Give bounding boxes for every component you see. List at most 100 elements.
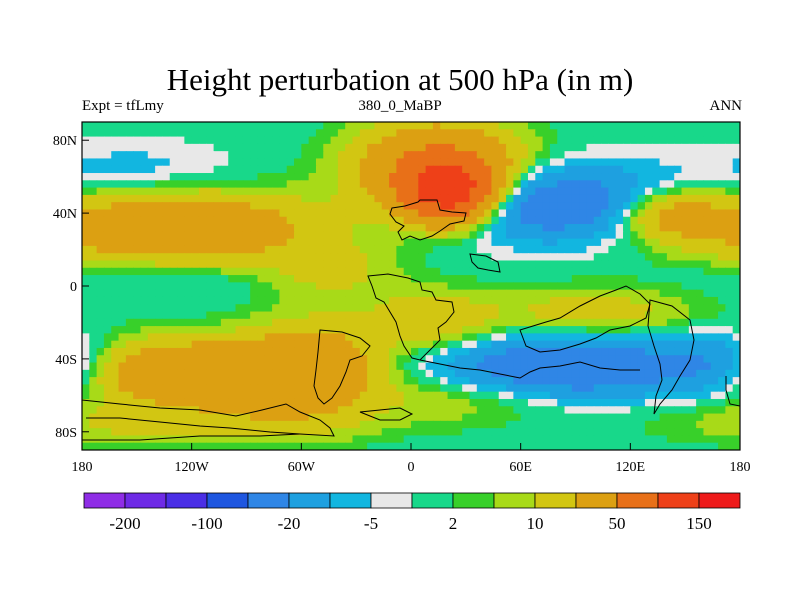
field-cell — [155, 347, 164, 356]
field-cell — [652, 194, 661, 203]
field-cell — [710, 129, 719, 138]
field-cell — [206, 267, 215, 276]
field-cell — [272, 275, 280, 283]
field-cell — [206, 231, 215, 240]
field-cell — [381, 296, 390, 305]
colorbar-swatch — [575, 492, 618, 509]
field-cell — [147, 406, 156, 415]
field-cell — [608, 165, 617, 174]
field-cell — [411, 311, 419, 320]
field-cell — [601, 238, 609, 247]
field-cell — [103, 355, 112, 364]
field-cell — [294, 311, 302, 320]
field-cell — [579, 194, 588, 203]
field-cell — [162, 267, 171, 276]
field-cell — [315, 362, 324, 371]
field-cell — [703, 194, 712, 203]
field-cell — [359, 194, 368, 203]
field-cell — [308, 143, 317, 152]
field-cell — [718, 296, 726, 305]
field-cell — [389, 355, 397, 364]
field-cell — [374, 333, 383, 342]
field-cell — [403, 165, 412, 174]
field-cell — [242, 369, 251, 378]
latitude-tick-label: 40S — [55, 353, 77, 368]
field-cell — [396, 413, 405, 422]
field-cell — [381, 377, 390, 385]
field-cell — [425, 143, 434, 152]
field-cell — [484, 158, 493, 167]
field-cell — [213, 384, 222, 393]
field-cell — [491, 435, 500, 444]
field-cell — [630, 143, 639, 152]
field-cell — [133, 340, 142, 349]
field-cell — [440, 304, 449, 313]
field-cell — [549, 202, 558, 211]
field-cell — [374, 129, 383, 138]
field-cell — [279, 377, 288, 385]
field-cell — [425, 245, 434, 254]
field-cell — [213, 304, 222, 313]
field-cell — [345, 340, 354, 349]
field-cell — [593, 420, 602, 429]
field-cell — [484, 122, 493, 130]
field-cell — [696, 216, 705, 225]
field-cell — [418, 413, 427, 422]
field-cell — [294, 333, 302, 342]
field-cell — [696, 282, 705, 291]
field-cell — [308, 253, 317, 262]
field-cell — [147, 129, 156, 138]
field-cell — [586, 304, 595, 313]
field-cell — [272, 151, 280, 160]
field-cell — [549, 406, 558, 415]
field-cell — [206, 216, 215, 225]
field-cell — [359, 420, 368, 429]
field-cell — [272, 267, 280, 276]
field-cell — [396, 362, 405, 371]
field-cell — [491, 406, 500, 415]
field-cell — [206, 398, 215, 407]
longitude-tick-label: 60E — [509, 460, 532, 475]
field-cell — [169, 296, 178, 305]
field-cell — [586, 143, 595, 152]
field-cell — [440, 369, 449, 378]
field-cell — [469, 238, 478, 247]
field-cell — [623, 289, 631, 298]
field-cell — [206, 187, 215, 196]
field-cell — [462, 165, 471, 174]
field-cell — [659, 311, 668, 320]
field-cell — [242, 245, 251, 254]
field-cell — [659, 253, 668, 262]
field-cell — [564, 202, 573, 211]
field-cell — [520, 253, 529, 262]
field-cell — [103, 304, 112, 313]
field-cell — [732, 187, 740, 196]
field-cell — [242, 406, 251, 415]
field-cell — [125, 224, 134, 232]
field-cell — [564, 151, 573, 160]
field-cell — [652, 129, 661, 138]
field-cell — [484, 165, 493, 174]
field-cell — [418, 369, 427, 378]
field-cell — [732, 122, 740, 130]
field-cell — [454, 362, 463, 371]
field-cell — [125, 384, 134, 393]
field-cell — [564, 165, 573, 174]
field-cell — [184, 398, 193, 407]
field-cell — [432, 231, 441, 240]
field-cell — [389, 122, 397, 130]
field-cell — [228, 304, 237, 313]
field-cell — [659, 136, 668, 145]
field-cell — [527, 369, 536, 378]
field-cell — [330, 304, 339, 313]
field-cell — [484, 202, 493, 211]
field-cell — [688, 122, 697, 130]
field-cell — [469, 406, 478, 415]
field-cell — [250, 180, 259, 189]
field-cell — [374, 355, 383, 364]
field-cell — [381, 282, 390, 291]
field-cell — [220, 333, 229, 342]
field-cell — [542, 333, 551, 342]
field-cell — [644, 122, 653, 130]
field-cell — [579, 362, 588, 371]
